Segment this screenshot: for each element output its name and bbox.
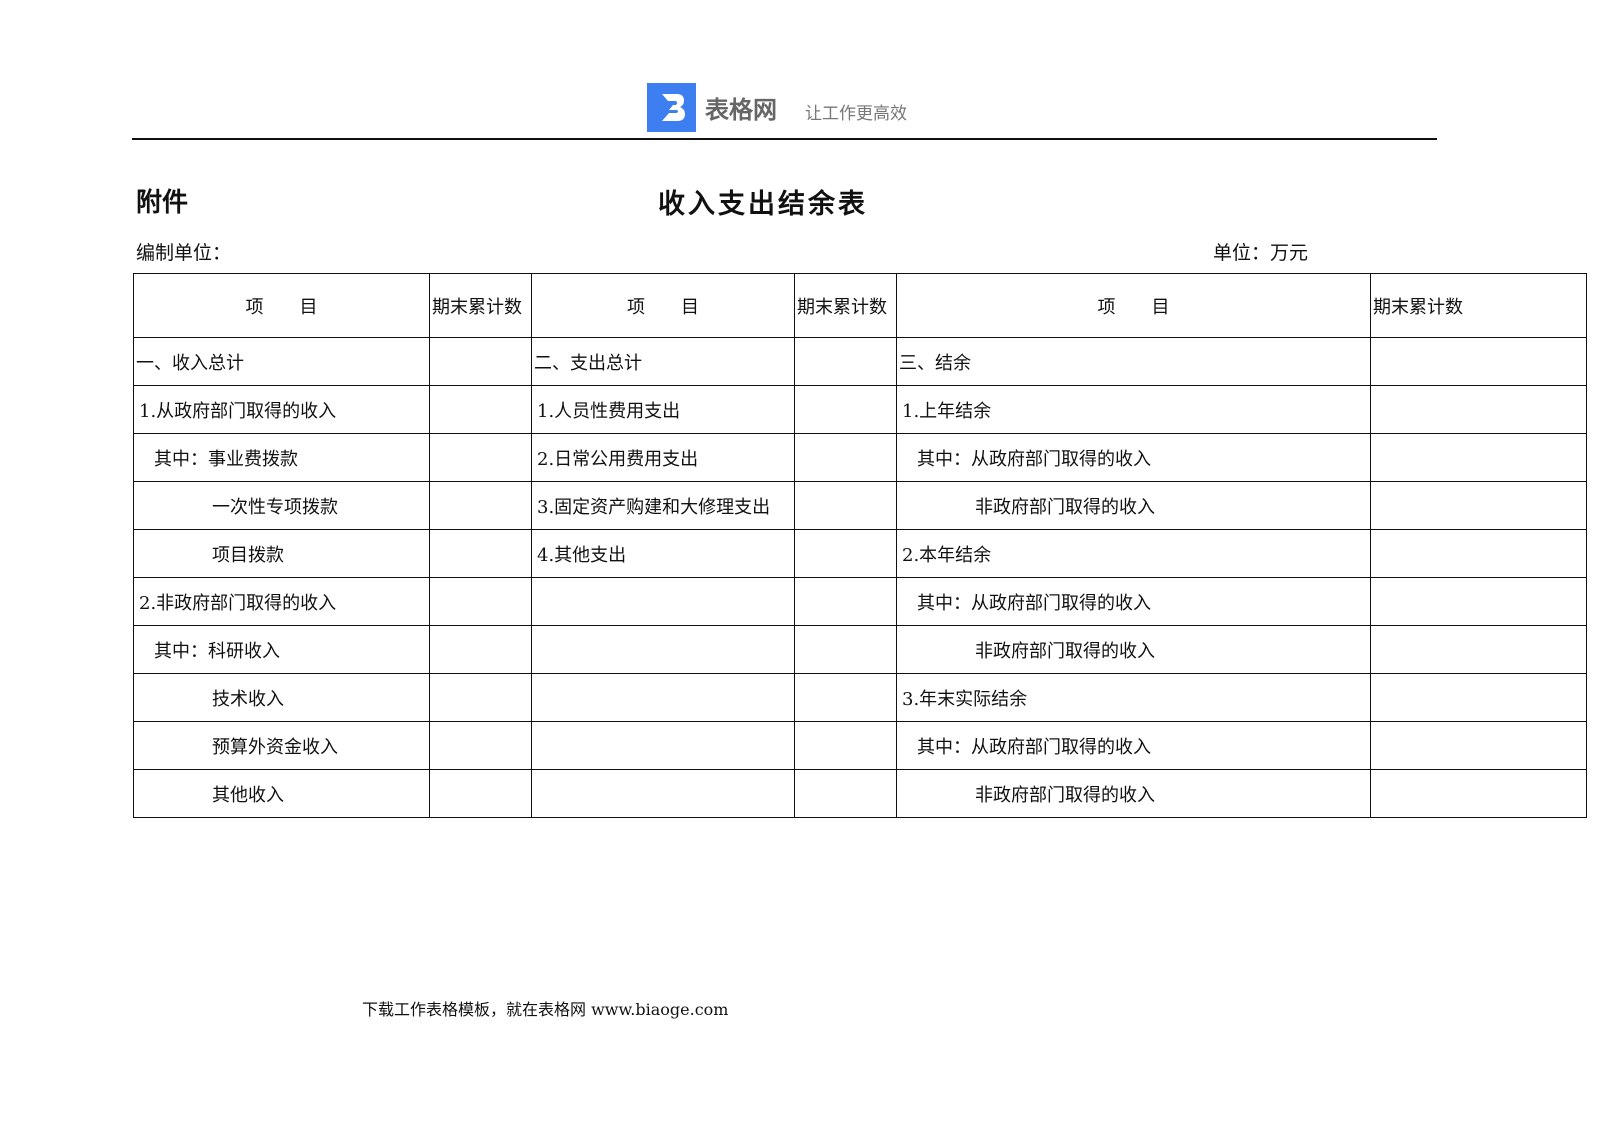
table-row: 一、收入总计 二、支出总计 三、结余 [133, 337, 1587, 386]
value-cell[interactable] [794, 625, 897, 674]
column-header: 项 目 [531, 273, 795, 338]
value-cell[interactable] [1370, 433, 1587, 482]
header-divider [132, 138, 1437, 140]
value-cell[interactable] [1370, 625, 1587, 674]
item-cell: 二、支出总计 [531, 337, 795, 386]
item-cell: 其他收入 [133, 769, 430, 818]
footer-text: 下载工作表格模板，就在表格网 www.biaoge.com [362, 1000, 729, 1019]
value-cell[interactable] [794, 433, 897, 482]
item-cell: 一、收入总计 [133, 337, 430, 386]
item-cell: 其中：从政府部门取得的收入 [896, 433, 1371, 482]
item-cell [531, 673, 795, 722]
item-cell [531, 721, 795, 770]
value-cell[interactable] [1370, 529, 1587, 578]
item-cell: 一次性专项拨款 [133, 481, 430, 530]
item-cell: 非政府部门取得的收入 [896, 481, 1371, 530]
item-cell: 项目拨款 [133, 529, 430, 578]
item-cell: 1.人员性费用支出 [531, 385, 795, 434]
value-cell[interactable] [1370, 385, 1587, 434]
item-cell: 1.从政府部门取得的收入 [133, 385, 430, 434]
table-row: 1.从政府部门取得的收入 1.人员性费用支出 1.上年结余 [133, 385, 1587, 434]
column-header: 项 目 [133, 273, 430, 338]
item-cell: 非政府部门取得的收入 [896, 625, 1371, 674]
value-cell[interactable] [1370, 721, 1587, 770]
value-cell[interactable] [794, 481, 897, 530]
table-row: 其中：事业费拨款 2.日常公用费用支出 其中：从政府部门取得的收入 [133, 433, 1587, 482]
value-cell[interactable] [1370, 577, 1587, 626]
table-header-row: 项 目期末累计数项 目期末累计数项 目期末累计数 [133, 273, 1587, 338]
value-cell[interactable] [429, 577, 532, 626]
item-cell: 三、结余 [896, 337, 1371, 386]
item-cell: 3.固定资产购建和大修理支出 [531, 481, 795, 530]
table-row: 其中：科研收入 非政府部门取得的收入 [133, 625, 1587, 674]
value-cell[interactable] [429, 721, 532, 770]
item-cell: 其中：从政府部门取得的收入 [896, 577, 1371, 626]
column-header: 期末累计数 [1370, 273, 1587, 338]
value-cell[interactable] [794, 769, 897, 818]
item-cell: 其中：科研收入 [133, 625, 430, 674]
value-cell[interactable] [429, 481, 532, 530]
table-row: 2.非政府部门取得的收入 其中：从政府部门取得的收入 [133, 577, 1587, 626]
value-cell[interactable] [794, 577, 897, 626]
item-cell: 1.上年结余 [896, 385, 1371, 434]
table-row: 项目拨款 4.其他支出 2.本年结余 [133, 529, 1587, 578]
value-cell[interactable] [794, 673, 897, 722]
item-cell [531, 625, 795, 674]
value-cell[interactable] [429, 337, 532, 386]
item-cell: 技术收入 [133, 673, 430, 722]
value-cell[interactable] [1370, 673, 1587, 722]
value-cell[interactable] [794, 529, 897, 578]
value-cell[interactable] [1370, 769, 1587, 818]
brand-name: 表格网 [705, 96, 777, 124]
item-cell: 其中：事业费拨款 [133, 433, 430, 482]
item-cell: 3.年末实际结余 [896, 673, 1371, 722]
value-cell[interactable] [429, 529, 532, 578]
value-cell[interactable] [794, 721, 897, 770]
item-cell: 2.本年结余 [896, 529, 1371, 578]
income-expense-table: 项 目期末累计数项 目期末累计数项 目期末累计数 一、收入总计 二、支出总计 三、结余… [133, 273, 1587, 818]
value-cell[interactable] [429, 625, 532, 674]
value-cell[interactable] [794, 337, 897, 386]
value-cell[interactable] [429, 769, 532, 818]
item-cell: 其中：从政府部门取得的收入 [896, 721, 1371, 770]
page-title: 收入支出结余表 [658, 189, 868, 220]
column-header: 期末累计数 [429, 273, 532, 338]
compiler-label: 编制单位： [136, 242, 232, 264]
column-header: 期末累计数 [794, 273, 897, 338]
value-cell[interactable] [1370, 337, 1587, 386]
column-header: 项 目 [896, 273, 1371, 338]
logo [647, 83, 696, 132]
table-row: 预算外资金收入 其中：从政府部门取得的收入 [133, 721, 1587, 770]
value-cell[interactable] [794, 385, 897, 434]
item-cell [531, 577, 795, 626]
value-cell[interactable] [429, 433, 532, 482]
logo-icon [662, 94, 685, 121]
value-cell[interactable] [429, 673, 532, 722]
item-cell: 非政府部门取得的收入 [896, 769, 1371, 818]
table-row: 其他收入 非政府部门取得的收入 [133, 769, 1587, 818]
attachment-label: 附件 [136, 188, 189, 218]
value-cell[interactable] [429, 385, 532, 434]
slogan: 让工作更高效 [805, 104, 907, 124]
item-cell: 4.其他支出 [531, 529, 795, 578]
table-row: 技术收入 3.年末实际结余 [133, 673, 1587, 722]
item-cell: 2.非政府部门取得的收入 [133, 577, 430, 626]
item-cell: 2.日常公用费用支出 [531, 433, 795, 482]
item-cell [531, 769, 795, 818]
table-row: 一次性专项拨款 3.固定资产购建和大修理支出 非政府部门取得的收入 [133, 481, 1587, 530]
unit-label: 单位：万元 [1213, 242, 1309, 264]
item-cell: 预算外资金收入 [133, 721, 430, 770]
value-cell[interactable] [1370, 481, 1587, 530]
